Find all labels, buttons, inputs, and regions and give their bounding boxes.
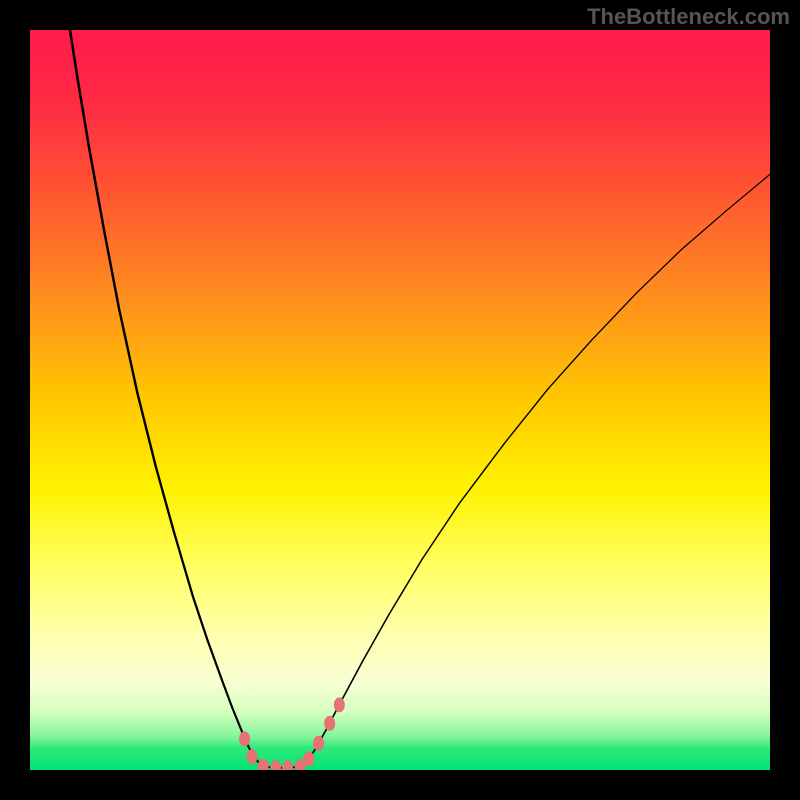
marker-point [303, 751, 314, 766]
marker-point [247, 749, 258, 764]
chart-area [30, 30, 770, 770]
marker-point [324, 716, 335, 731]
marker-point [334, 697, 345, 712]
attribution-text: TheBottleneck.com [587, 4, 790, 30]
chart-background [30, 30, 770, 770]
marker-point [313, 736, 324, 751]
chart-svg [30, 30, 770, 770]
marker-point [239, 731, 250, 746]
